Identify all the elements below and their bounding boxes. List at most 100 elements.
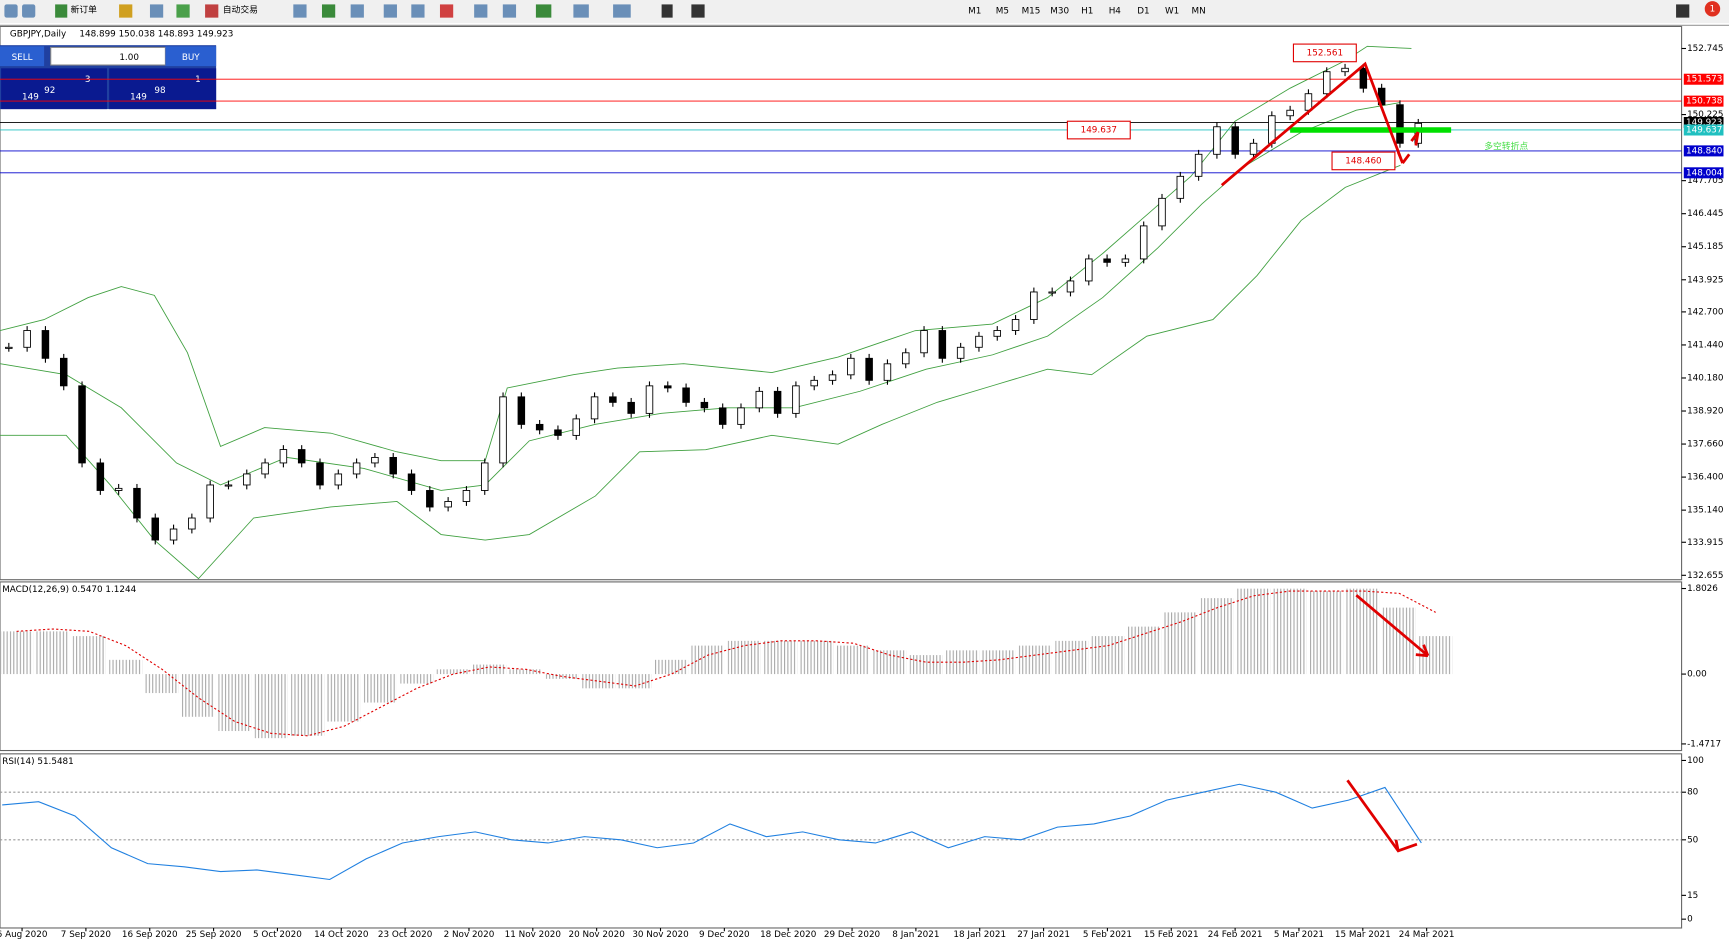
- candle: [1011, 319, 1020, 331]
- alert-count: 1: [1710, 4, 1716, 14]
- candle: [645, 385, 654, 414]
- y-tick-label: 143.925: [1687, 275, 1723, 285]
- timeframe-button[interactable]: M15: [1022, 7, 1041, 17]
- candle: [517, 396, 526, 425]
- price-level-tag: [1683, 73, 1724, 85]
- timeframe-button[interactable]: MN: [1192, 7, 1206, 17]
- x-tick-label: 15 Mar 2021: [1335, 930, 1391, 939]
- macd-bar: [1128, 626, 1162, 675]
- timeframe-button[interactable]: M5: [996, 7, 1009, 17]
- candle: [23, 330, 31, 348]
- ask-box[interactable]: [109, 68, 217, 110]
- arrows: [1220, 61, 1420, 187]
- chart-title: GBPJPY,Daily: [10, 30, 66, 40]
- y-tick-label: 133.915: [1687, 538, 1723, 548]
- macd-bar: [181, 674, 216, 717]
- candle: [96, 462, 105, 491]
- candle: [1286, 109, 1294, 117]
- candle: [755, 390, 764, 409]
- y-tick-label: 50: [1687, 835, 1699, 845]
- price-level-tag: [1683, 116, 1724, 129]
- buy-button[interactable]: [165, 46, 217, 67]
- timeframe-button[interactable]: H4: [1109, 7, 1122, 17]
- candle: [828, 374, 837, 381]
- alert-badge[interactable]: [1704, 1, 1721, 17]
- candle: [352, 462, 361, 475]
- candle: [572, 418, 581, 436]
- ask-main: 98: [154, 86, 165, 96]
- timeframe-button[interactable]: M30: [1050, 7, 1069, 17]
- macd-arrow: [1355, 594, 1430, 658]
- indicator-title: MACD(12,26,9) 0.5470 1.1244: [2, 585, 136, 595]
- y-tick-label: 141.440: [1687, 340, 1724, 350]
- y-tick-label: 135.140: [1687, 506, 1724, 516]
- candle: [810, 379, 818, 387]
- macd-bar: [909, 655, 943, 675]
- macd-bar: [1346, 588, 1380, 675]
- buy-label: BUY: [182, 53, 200, 63]
- y-tick-label: 0.00: [1687, 670, 1707, 680]
- macd-bar: [1018, 645, 1052, 675]
- x-tick-label: 2 Nov 2020: [444, 930, 495, 939]
- bid-box[interactable]: [1, 68, 107, 110]
- candle: [1194, 153, 1203, 177]
- trade-panel: SELL 1.00 BUY 149 92 3 149 98 1: [0, 45, 217, 110]
- x-tick-label: 14 Oct 2020: [314, 930, 369, 939]
- candle: [1121, 258, 1130, 263]
- macd-bar: [800, 640, 834, 675]
- macd-bar: [145, 674, 179, 694]
- price-level-tag: [1683, 124, 1724, 136]
- lot-input[interactable]: [50, 46, 166, 66]
- macd-bar: [291, 674, 325, 736]
- macd-bar: [109, 659, 143, 675]
- candle: [1231, 126, 1239, 155]
- timeframe-button[interactable]: D1: [1137, 7, 1149, 17]
- auto-trading-button[interactable]: 自动交易: [223, 3, 258, 15]
- x-tick-label: 8 Jan 2021: [892, 930, 939, 939]
- candle: [169, 528, 178, 541]
- candle: [1085, 258, 1093, 282]
- sell-button[interactable]: [0, 46, 45, 67]
- candle: [627, 401, 635, 414]
- new-order-button[interactable]: 新订单: [71, 3, 98, 15]
- x-tick-label: 5 Oct 2020: [253, 930, 302, 939]
- y-tick-label: 140.180: [1687, 373, 1724, 383]
- timeframe-button[interactable]: H1: [1081, 7, 1093, 17]
- candle: [682, 387, 690, 403]
- candle: [938, 330, 947, 359]
- candle: [535, 423, 544, 431]
- ohlc-header: 148.899 150.038 148.893 149.923: [79, 30, 233, 40]
- candle: [1139, 225, 1148, 260]
- note: 多空转折点: [1484, 140, 1528, 152]
- toolbar: [0, 0, 1729, 24]
- macd-bar: [1055, 640, 1089, 675]
- macd-bar: [436, 669, 470, 675]
- annotation-box: [1292, 43, 1357, 63]
- candle: [334, 473, 343, 486]
- x-tick-label: 25 Sep 2020: [186, 930, 242, 939]
- macd-bar: [654, 659, 689, 675]
- price-level-tag: [1683, 145, 1724, 157]
- price-level-tag: [1683, 95, 1724, 107]
- y-tick-label: 138.920: [1687, 407, 1724, 417]
- y-tick-label: 147.705: [1687, 176, 1723, 186]
- candle: [1322, 71, 1331, 95]
- y-tick-label: 142.700: [1687, 307, 1724, 317]
- timeframe-button[interactable]: W1: [1165, 7, 1179, 17]
- candle: [956, 346, 965, 359]
- candle: [847, 357, 855, 376]
- candle: [389, 456, 397, 475]
- candle: [407, 473, 416, 491]
- macd-bar: [1273, 588, 1307, 675]
- y-tick-label: 0: [1687, 915, 1693, 925]
- y-tick-label: -1.4717: [1687, 739, 1721, 749]
- main-pane: [0, 25, 1683, 581]
- timeframe-button[interactable]: M1: [968, 7, 981, 17]
- macd-bar: [473, 664, 507, 675]
- candle: [993, 330, 1002, 337]
- y-tick-label: 152.745: [1687, 44, 1723, 54]
- macd-bar: [1200, 598, 1234, 675]
- candle: [499, 396, 507, 464]
- y-tick-label: 132.655: [1687, 571, 1723, 581]
- candle: [188, 517, 196, 530]
